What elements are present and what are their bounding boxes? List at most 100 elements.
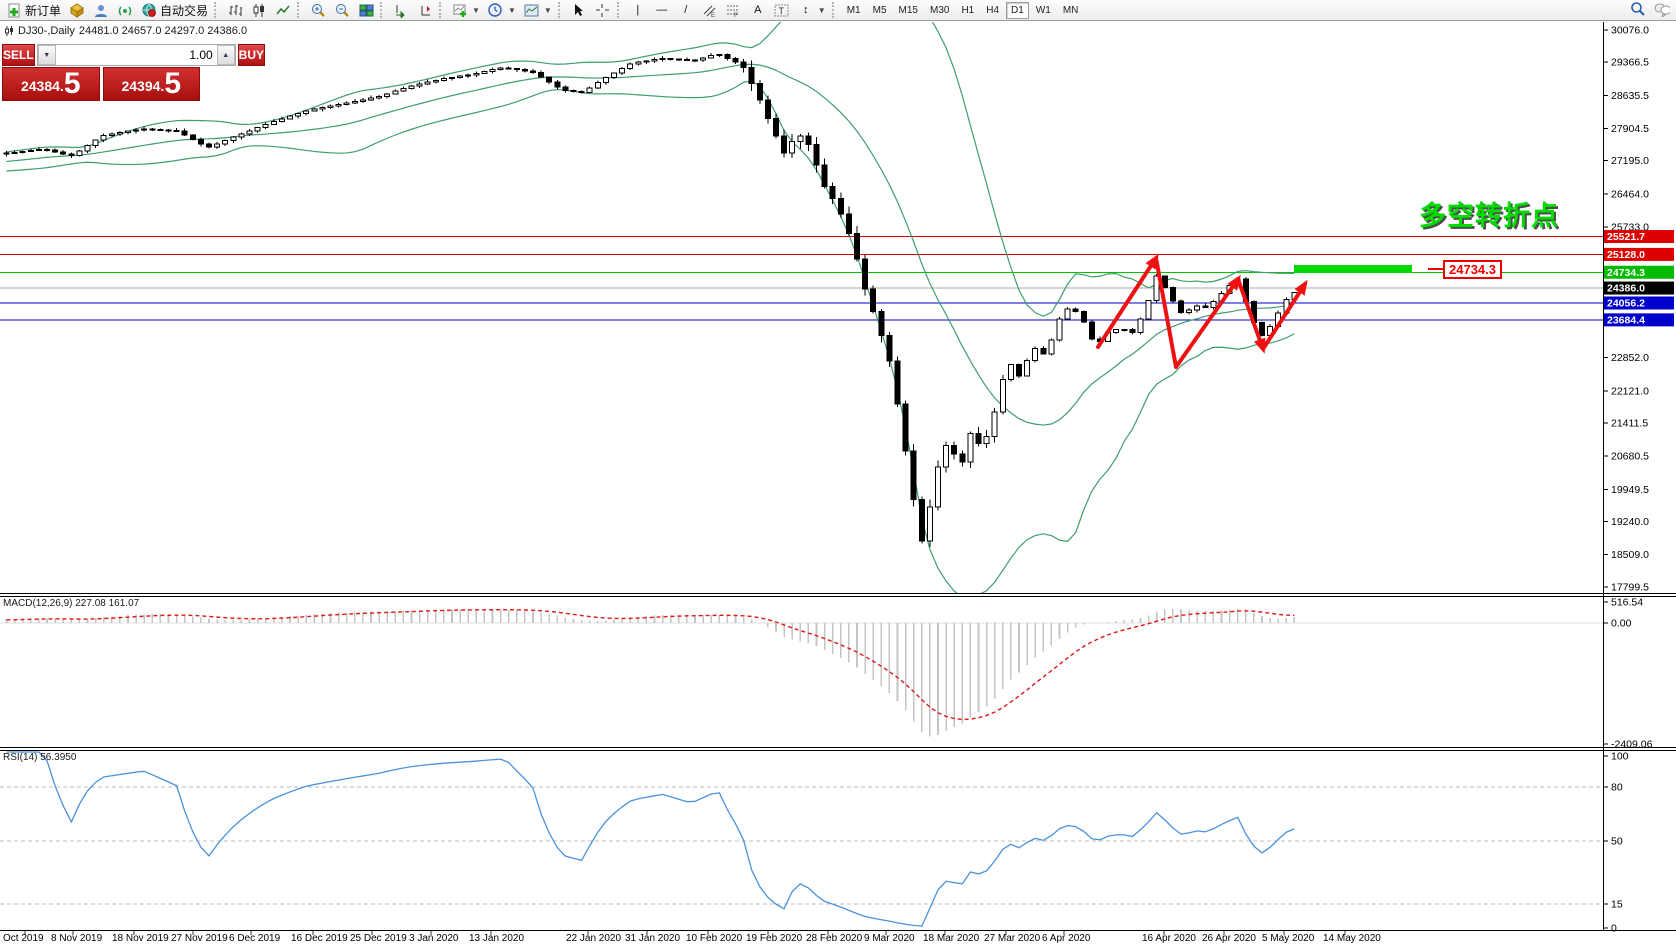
horizontal-line-icon: — [656, 3, 668, 16]
dropdown-caret: ▼ [817, 5, 826, 15]
level-callout-label[interactable]: 24734.3 [1443, 260, 1502, 279]
crosshair-tool-button[interactable] [591, 0, 615, 21]
buy-price-pip: 5 [164, 67, 181, 100]
volume-stepper: ▼ ▲ [36, 44, 236, 66]
svg-text:27 Mar 2020: 27 Mar 2020 [984, 933, 1041, 944]
svg-text:0.00: 0.00 [1611, 618, 1632, 630]
svg-text:516.54: 516.54 [1611, 597, 1643, 609]
tile-windows-button[interactable] [354, 0, 378, 21]
cursor-tool-button[interactable] [567, 0, 591, 21]
buy-button[interactable]: BUY [237, 44, 266, 66]
bar-chart-icon [227, 2, 243, 18]
turning-point-annotation[interactable]: 多空转折点 [1419, 201, 1559, 231]
svg-text:14 May 2020: 14 May 2020 [1323, 933, 1381, 944]
auto-scroll-button[interactable] [389, 0, 413, 21]
sell-price-dot: . [59, 78, 64, 94]
crosshair-icon [595, 2, 611, 18]
sell-price-display[interactable]: 24384. 5 [2, 67, 100, 101]
candlestick-chart-icon [251, 2, 267, 18]
channel-tool[interactable]: E [698, 0, 722, 21]
dropdown-caret: ▼ [472, 5, 480, 15]
rsi-label: RSI(14) 56.3950 [3, 752, 77, 763]
signal-button[interactable] [113, 0, 137, 21]
chart-shift-button[interactable] [413, 0, 437, 21]
chat-icon[interactable] [1654, 1, 1670, 17]
text-label-tool[interactable]: T [770, 0, 794, 21]
timeframe-m5[interactable]: M5 [872, 4, 887, 16]
svg-text:F: F [734, 13, 738, 18]
timeframe-w1[interactable]: W1 [1035, 4, 1051, 16]
svg-text:19949.5: 19949.5 [1611, 484, 1649, 496]
auto-trading-label: 自动交易 [160, 3, 209, 18]
market-depth-button[interactable] [65, 0, 89, 21]
svg-text:19240.0: 19240.0 [1611, 516, 1649, 528]
text-tool[interactable]: A [746, 0, 770, 21]
toolbar-grip [557, 2, 565, 18]
terminal-person-icon [93, 2, 109, 18]
line-chart-icon [275, 2, 291, 18]
tile-windows-icon [358, 2, 374, 18]
svg-text:16 Apr 2020: 16 Apr 2020 [1142, 933, 1196, 944]
ohlc-values: 24481.0 24657.0 24297.0 24386.0 [78, 25, 248, 37]
vertical-line-tool[interactable]: | [626, 0, 650, 21]
timeframe-m30[interactable]: M30 [929, 4, 950, 16]
fibonacci-tool[interactable]: F [722, 0, 746, 21]
line-chart-mode-button[interactable] [271, 0, 295, 21]
trendline-tool[interactable]: / [674, 0, 698, 21]
timeframe-d1[interactable]: D1 [1006, 1, 1029, 19]
sell-price-main: 24384 [20, 78, 60, 94]
timeframe-m15[interactable]: M15 [898, 4, 918, 16]
arrows-tool[interactable]: ↕ ▼ [794, 0, 830, 21]
toolbar-grip [380, 2, 387, 18]
level-callout-dash [1428, 268, 1443, 270]
svg-text:50: 50 [1611, 836, 1623, 848]
zoom-in-button[interactable] [306, 0, 330, 21]
auto-scroll-icon [393, 2, 409, 18]
vertical-line-icon: | [636, 3, 640, 16]
svg-text:100: 100 [1611, 751, 1629, 763]
cube-icon [69, 2, 85, 18]
arrows-icon: ↕ [803, 3, 809, 16]
svg-text:16 Dec 2019: 16 Dec 2019 [291, 933, 348, 944]
volume-decrease-button[interactable]: ▼ [37, 45, 56, 65]
svg-text:13 Jan 2020: 13 Jan 2020 [469, 933, 524, 944]
new-order-button[interactable]: 新订单 [2, 0, 65, 21]
chart-title-bar: DJ30-,Daily 24481.0 24657.0 24297.0 2438… [5, 25, 247, 37]
svg-text:E: E [711, 13, 715, 18]
candle-chart-mode-button[interactable] [247, 0, 271, 21]
auto-trading-button[interactable]: 自动交易 [137, 0, 212, 21]
new-order-icon [6, 2, 22, 18]
macd-label: MACD(12,26,9) 227.08 161.07 [3, 598, 140, 609]
trendline-icon: / [684, 3, 688, 16]
volume-increase-button[interactable]: ▲ [216, 45, 235, 65]
indicators-button[interactable]: ▼ [448, 0, 484, 21]
equidistant-channel-icon: E [702, 2, 718, 18]
bar-chart-mode-button[interactable] [223, 0, 247, 21]
timeframe-mn[interactable]: MN [1062, 4, 1079, 16]
timeframe-h1[interactable]: H1 [961, 4, 975, 16]
terminal-button[interactable] [89, 0, 113, 21]
svg-text:17799.5: 17799.5 [1611, 581, 1649, 593]
periods-button[interactable]: ▼ [484, 0, 520, 21]
search-icon[interactable] [1630, 1, 1646, 17]
svg-text:28635.5: 28635.5 [1611, 90, 1649, 102]
svg-text:Oct 2019: Oct 2019 [3, 933, 44, 944]
svg-text:8 Nov 2019: 8 Nov 2019 [51, 933, 103, 944]
templates-button[interactable]: ▼ [520, 0, 556, 21]
timeframe-h4[interactable]: H4 [986, 4, 1000, 16]
svg-text:25521.7: 25521.7 [1607, 231, 1645, 243]
zoom-out-button[interactable] [330, 0, 354, 21]
svg-text:15: 15 [1611, 899, 1623, 911]
highlight-bar[interactable] [1294, 265, 1412, 273]
timeframe-m1[interactable]: M1 [846, 4, 861, 16]
sell-button[interactable]: SELL [2, 44, 35, 66]
chart-template-icon [524, 2, 540, 18]
buy-price-display[interactable]: 24394. 5 [102, 67, 200, 101]
volume-input[interactable] [55, 45, 217, 65]
svg-text:18 Nov 2019: 18 Nov 2019 [112, 933, 169, 944]
svg-text:26 Apr 2020: 26 Apr 2020 [1202, 933, 1256, 944]
horizontal-line-tool[interactable]: — [650, 0, 674, 21]
svg-text:24734.3: 24734.3 [1607, 267, 1645, 279]
